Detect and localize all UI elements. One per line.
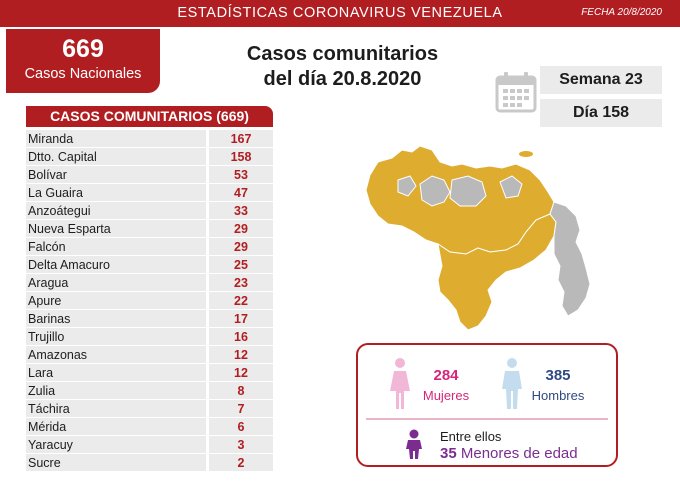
- gender-summary-box: 284 Mujeres 385 Hombres Entre ellos 35 M…: [356, 343, 618, 467]
- state-cases: 17: [209, 310, 273, 328]
- state-name: Bolívar: [26, 166, 206, 184]
- state-name: Nueva Esparta: [26, 220, 206, 238]
- state-name: Aragua: [26, 274, 206, 292]
- state-cases: 8: [209, 382, 273, 400]
- table-row: La Guaira 47: [26, 184, 273, 202]
- table-row: Yaracuy 3: [26, 436, 273, 454]
- state-name: Anzoátegui: [26, 202, 206, 220]
- page-title: Casos comunitarios del día 20.8.2020: [210, 42, 475, 92]
- map-region-center-grey: [449, 175, 487, 207]
- banner-title: ESTADÍSTICAS CORONAVIRUS VENEZUELA: [177, 5, 503, 21]
- state-cases: 158: [209, 148, 273, 166]
- female-count: 284: [433, 367, 459, 384]
- page-title-line2: del día 20.8.2020: [263, 68, 422, 90]
- minors-count: 35: [440, 445, 457, 462]
- national-cases-label: Casos Nacionales: [24, 66, 142, 82]
- state-name: Barinas: [26, 310, 206, 328]
- state-name: Yaracuy: [26, 436, 206, 454]
- table-row: Apure 22: [26, 292, 273, 310]
- table-row: Delta Amacuro 25: [26, 256, 273, 274]
- state-cases: 29: [209, 238, 273, 256]
- minors-label: Menores de edad: [460, 445, 578, 462]
- state-cases: 47: [209, 184, 273, 202]
- state-cases: 16: [209, 328, 273, 346]
- gender-divider: [366, 418, 608, 420]
- national-cases-box: 669 Casos Nacionales: [6, 29, 160, 93]
- week-label: Semana 23: [540, 66, 662, 94]
- state-name: La Guaira: [26, 184, 206, 202]
- state-cases: 12: [209, 364, 273, 382]
- map-region-east-grey: [499, 175, 523, 199]
- table-row: Aragua 23: [26, 274, 273, 292]
- male-person-icon: [502, 358, 522, 409]
- state-cases: 33: [209, 202, 273, 220]
- day-label: Día 158: [540, 99, 662, 127]
- state-cases: 53: [209, 166, 273, 184]
- state-name: Lara: [26, 364, 206, 382]
- state-cases: 22: [209, 292, 273, 310]
- table-row: Sucre 2: [26, 454, 273, 472]
- female-label: Mujeres: [422, 388, 470, 403]
- table-row: Barinas 17: [26, 310, 273, 328]
- table-row: Amazonas 12: [26, 346, 273, 364]
- state-cases: 12: [209, 346, 273, 364]
- map-region-esequibo: [549, 201, 591, 317]
- child-icon: [406, 429, 422, 459]
- state-name: Mérida: [26, 418, 206, 436]
- male-count: 385: [545, 367, 571, 384]
- table-header: CASOS COMUNITARIOS (669): [26, 106, 273, 127]
- male-label: Hombres: [531, 388, 585, 403]
- table-row: Nueva Esparta 29: [26, 220, 273, 238]
- table-row: Bolívar 53: [26, 166, 273, 184]
- map-region-lara-grey: [397, 175, 417, 197]
- state-cases: 23: [209, 274, 273, 292]
- table-row: Miranda 167: [26, 130, 273, 148]
- table-row: Trujillo 16: [26, 328, 273, 346]
- banner-date: FECHA 20/8/2020: [581, 7, 662, 18]
- state-name: Apure: [26, 292, 206, 310]
- calendar-icon: [495, 72, 537, 113]
- state-cases: 2: [209, 454, 273, 472]
- table-row: Dtto. Capital 158: [26, 148, 273, 166]
- page-title-line1: Casos comunitarios: [246, 43, 439, 65]
- map-region-north-grey: [419, 175, 451, 207]
- table-row: Anzoátegui 33: [26, 202, 273, 220]
- state-name: Zulia: [26, 382, 206, 400]
- table-row: Zulia 8: [26, 382, 273, 400]
- minors-prefix: Entre ellos: [440, 429, 502, 444]
- state-cases: 25: [209, 256, 273, 274]
- state-name: Trujillo: [26, 328, 206, 346]
- table-row: Mérida 6: [26, 418, 273, 436]
- top-banner: ESTADÍSTICAS CORONAVIRUS VENEZUELA FECHA…: [0, 0, 680, 27]
- state-name: Táchira: [26, 400, 206, 418]
- state-cases: 7: [209, 400, 273, 418]
- state-name: Amazonas: [26, 346, 206, 364]
- state-name: Miranda: [26, 130, 206, 148]
- state-name: Delta Amacuro: [26, 256, 206, 274]
- state-name: Falcón: [26, 238, 206, 256]
- table-row: Lara 12: [26, 364, 273, 382]
- map-region-island: [519, 151, 533, 157]
- state-cases: 167: [209, 130, 273, 148]
- national-cases-count: 669: [62, 35, 104, 63]
- state-name: Sucre: [26, 454, 206, 472]
- state-cases: 3: [209, 436, 273, 454]
- state-cases: 29: [209, 220, 273, 238]
- venezuela-map: [365, 145, 591, 331]
- state-name: Dtto. Capital: [26, 148, 206, 166]
- state-cases: 6: [209, 418, 273, 436]
- cases-table: Miranda 167 Dtto. Capital 158 Bolívar 53 La Gu…: [26, 130, 273, 472]
- table-row: Falcón 29: [26, 238, 273, 256]
- map-region-south: [437, 213, 557, 331]
- minors-line: 35 Menores de edad: [440, 445, 578, 462]
- female-person-icon: [390, 358, 410, 409]
- table-row: Táchira 7: [26, 400, 273, 418]
